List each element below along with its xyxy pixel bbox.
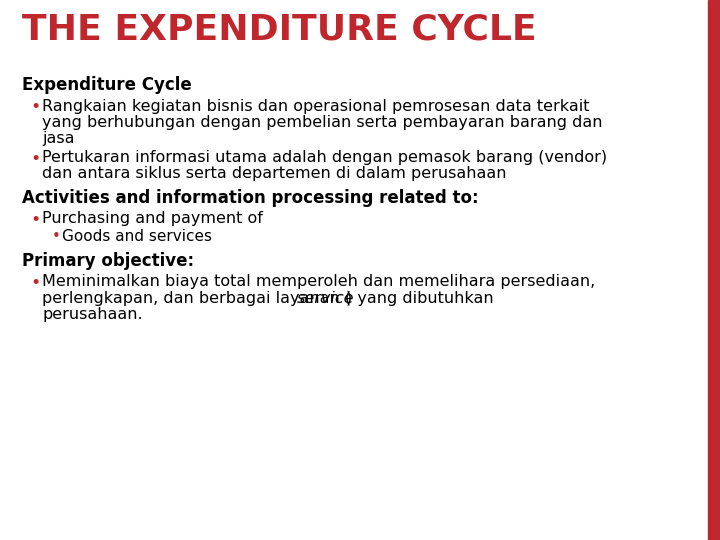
Text: •: • <box>30 150 40 168</box>
Text: THE EXPENDITURE CYCLE: THE EXPENDITURE CYCLE <box>22 12 536 46</box>
Text: Rangkaian kegiatan bisnis dan operasional pemrosesan data terkait: Rangkaian kegiatan bisnis dan operasiona… <box>42 98 590 113</box>
Text: yang berhubungan dengan pembelian serta pembayaran barang dan: yang berhubungan dengan pembelian serta … <box>42 115 603 130</box>
Text: ) yang dibutuhkan: ) yang dibutuhkan <box>346 291 494 306</box>
Text: Goods and services: Goods and services <box>62 230 212 245</box>
Bar <box>708 0 720 540</box>
Text: perusahaan.: perusahaan. <box>42 307 143 322</box>
Text: •: • <box>30 98 40 117</box>
Text: Purchasing and payment of: Purchasing and payment of <box>42 211 263 226</box>
Text: Expenditure Cycle: Expenditure Cycle <box>22 76 192 94</box>
Text: Primary objective:: Primary objective: <box>22 252 194 269</box>
Text: dan antara siklus serta departemen di dalam perusahaan: dan antara siklus serta departemen di da… <box>42 166 506 181</box>
Text: service: service <box>297 291 354 306</box>
Text: Activities and information processing related to:: Activities and information processing re… <box>22 188 479 207</box>
Text: perlengkapan, dan berbagai layanan (: perlengkapan, dan berbagai layanan ( <box>42 291 351 306</box>
Text: Meminimalkan biaya total memperoleh dan memelihara persediaan,: Meminimalkan biaya total memperoleh dan … <box>42 274 595 289</box>
Text: jasa: jasa <box>42 132 74 146</box>
Text: Pertukaran informasi utama adalah dengan pemasok barang (vendor): Pertukaran informasi utama adalah dengan… <box>42 150 607 165</box>
Text: •: • <box>30 274 40 292</box>
Text: •: • <box>30 211 40 229</box>
Text: •: • <box>52 230 60 245</box>
